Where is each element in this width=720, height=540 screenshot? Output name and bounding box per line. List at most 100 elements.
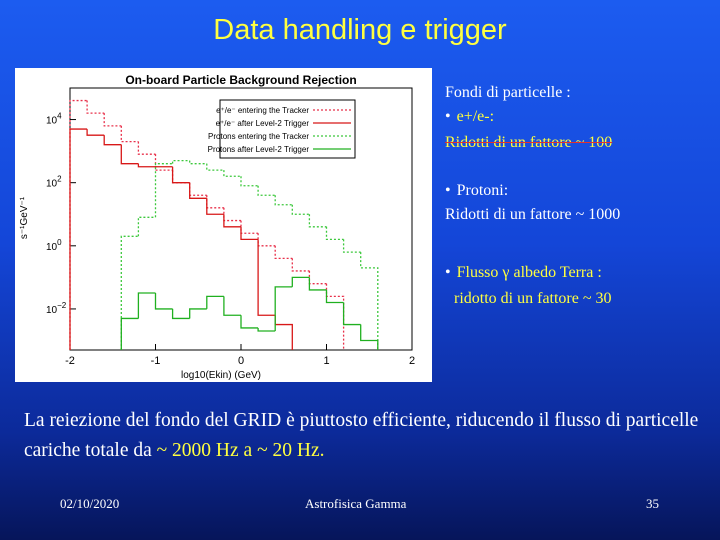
histogram-step [137, 163, 156, 168]
x-tick-label: 2 [409, 355, 415, 367]
y-tick-base: 10 [46, 305, 58, 316]
histogram-step [308, 214, 327, 228]
y-tick-label: 104 [46, 112, 62, 127]
y-tick-power: 0 [57, 238, 62, 247]
histogram-step [206, 295, 224, 309]
histogram-step [308, 270, 327, 285]
histogram-step [69, 99, 88, 350]
histogram-step [86, 129, 105, 136]
histogram-step [360, 324, 379, 350]
histogram-step [189, 182, 207, 196]
slide-title: Data handling e trigger [213, 14, 507, 46]
histogram-step [274, 315, 293, 350]
body-text: La reiezione del fondo del GRID è piutto… [24, 406, 704, 466]
page-number: 35 [646, 496, 659, 511]
intro: Fondi di particelle : [445, 84, 571, 101]
histogram-step [171, 170, 190, 184]
histogram-step [342, 302, 361, 326]
histogram-step [189, 182, 207, 199]
histogram-step [223, 207, 241, 222]
histogram-step [240, 226, 259, 241]
histogram-step [223, 170, 241, 177]
y-tick-label: 10−2 [46, 301, 67, 316]
histogram-step [171, 308, 190, 320]
histogram-step [257, 239, 276, 316]
histogram-step [120, 144, 139, 165]
bullet-label: Flusso γ albedo Terra : [456, 264, 602, 281]
histogram-step [206, 198, 224, 215]
histogram-step [103, 135, 122, 146]
histogram-step [274, 286, 293, 331]
bullet-label: Protoni: [456, 182, 509, 199]
y-tick-base: 10 [46, 116, 58, 127]
histogram-step [257, 327, 276, 332]
x-tick-label: 0 [238, 355, 244, 367]
histogram-step [137, 292, 156, 319]
histogram-step [240, 176, 259, 187]
histogram-step [189, 160, 207, 165]
histogram-step [171, 159, 190, 164]
histogram-step [137, 216, 156, 237]
y-tick-power: 2 [57, 175, 62, 184]
y-tick-label: 102 [46, 175, 62, 190]
histogram-step [223, 296, 241, 316]
histogram-step [342, 239, 361, 253]
histogram-step [120, 235, 139, 350]
figure: On-board Particle Background Rejection -2… [15, 68, 432, 382]
bullet-text: Ridotti di un fattore ~ 100 [445, 134, 613, 151]
histogram-step [291, 258, 310, 272]
bullet-text: Ridotti di un fattore ~ 1000 [445, 206, 621, 223]
histogram-step [103, 113, 122, 127]
histogram-step [325, 289, 344, 304]
bullet: • Flusso γ albedo Terra : [445, 264, 602, 281]
legend-label: e⁺/e⁻ entering the Tracker [216, 106, 309, 115]
histogram-step [257, 185, 276, 196]
y-tick-power: 4 [57, 112, 62, 121]
legend-label: Protons entering the Tracker [208, 132, 309, 141]
body-main: La reiezione del fondo del GRID è piutto… [24, 410, 699, 461]
bullet-text: ridotto di un fattore ~ 30 [454, 290, 612, 307]
histogram-step [154, 292, 173, 310]
histogram-step [274, 245, 293, 260]
y-tick-label: 100 [46, 238, 62, 253]
histogram-step [86, 100, 105, 114]
bullet: • e+/e-: [445, 108, 495, 125]
y-axis-label: s⁻¹GeV⁻¹ [19, 196, 30, 239]
histogram-step [206, 163, 224, 171]
bullet: • Protoni: [445, 182, 509, 199]
histogram-step [308, 277, 327, 291]
legend-box [219, 99, 356, 159]
histogram-step [120, 317, 139, 350]
histogram-step [69, 128, 88, 350]
histogram-step [240, 220, 259, 234]
histogram-step [223, 214, 241, 228]
histogram-step [206, 195, 224, 209]
footer-center: Astrofisica Gamma [305, 496, 407, 511]
histogram-step [240, 315, 259, 329]
histogram-step [257, 233, 276, 247]
histogram-step [137, 141, 156, 155]
histogram-step [325, 283, 345, 350]
histogram-step [360, 252, 379, 350]
x-axis-label: log10(Ekin) (GeV) [181, 370, 261, 381]
histogram-step [291, 204, 310, 215]
legend-label: e⁺/e⁻ after Level-2 Trigger [216, 119, 310, 128]
bullet-label: e+/e-: [456, 108, 495, 125]
histogram-step [291, 276, 310, 287]
histogram-step [171, 166, 190, 184]
footer-date: 02/10/2020 [60, 496, 120, 511]
body-highlight: ~ 2000 Hz a ~ 20 Hz. [156, 440, 325, 461]
histogram-step [120, 125, 139, 143]
x-tick-label: 1 [323, 355, 329, 367]
y-tick-base: 10 [46, 242, 58, 253]
histogram-step [274, 195, 293, 206]
histogram-step [154, 154, 173, 171]
x-tick-label: -1 [151, 355, 161, 367]
y-tick-power: −2 [57, 301, 67, 310]
figure-title: On-board Particle Background Rejection [125, 73, 356, 87]
histogram-step [154, 163, 173, 218]
legend-label: Protons after Level-2 Trigger [208, 145, 310, 154]
y-tick-base: 10 [46, 179, 58, 190]
histogram-step [189, 308, 207, 319]
